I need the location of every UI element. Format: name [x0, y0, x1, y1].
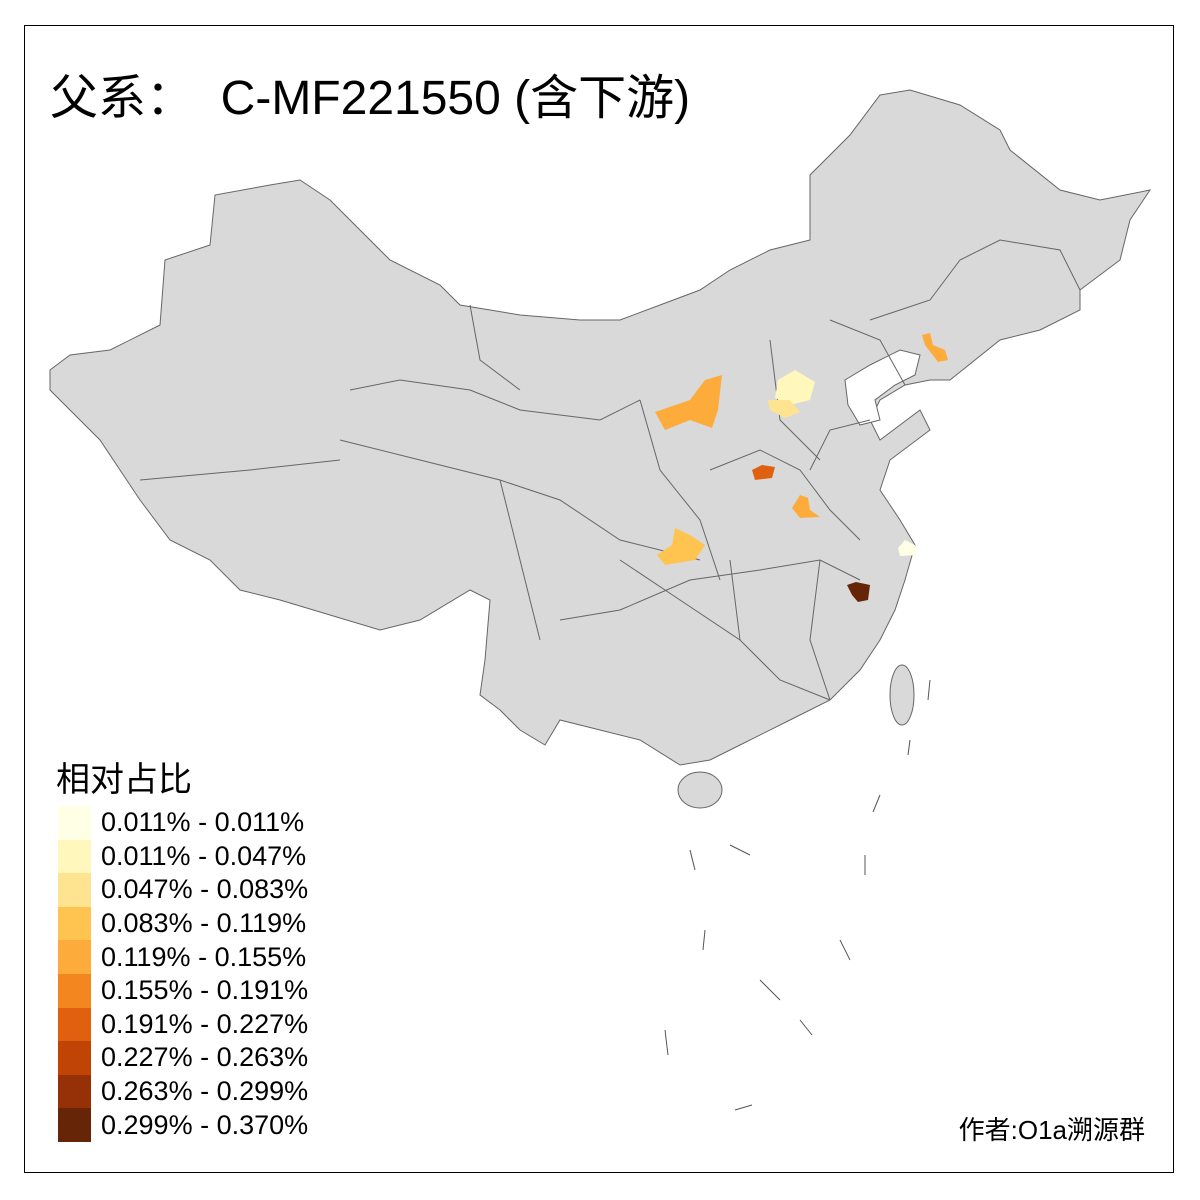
legend-item: 0.083% - 0.119%	[58, 906, 307, 941]
legend-swatch	[58, 806, 91, 840]
author-credit: 作者:O1a溯源群	[958, 1115, 1145, 1145]
legend-swatch	[58, 906, 91, 941]
china-landmass	[49, 89, 1152, 766]
region-liaoning	[922, 333, 948, 362]
south-china-sea-islands	[664, 679, 931, 1111]
legend-label: 0.083% - 0.119%	[101, 908, 307, 939]
region-shanghai	[898, 540, 917, 556]
legend-item: 0.299% - 0.370%	[58, 1108, 308, 1142]
region-henan-west	[752, 465, 775, 480]
legend-label: 0.011% - 0.011%	[101, 807, 305, 838]
region-northern-shanxi	[775, 370, 815, 405]
legend-item: 0.047% - 0.083%	[58, 873, 308, 907]
province-borders	[139, 239, 1081, 701]
legend-swatch	[58, 1108, 91, 1142]
region-henan-east	[792, 495, 820, 518]
taiwan-island	[889, 664, 915, 726]
bohai-sea	[844, 349, 921, 426]
legend-item: 0.011% - 0.011%	[58, 806, 304, 840]
highlighted-regions	[655, 333, 948, 602]
region-zhejiang-jiangxi	[847, 582, 870, 602]
legend-label: 0.155% - 0.191%	[101, 975, 309, 1006]
region-northern-shaanxi	[655, 375, 722, 430]
legend-swatch	[58, 940, 91, 974]
legend-title: 相对占比	[56, 760, 192, 800]
legend-swatch	[58, 974, 91, 1008]
legend-item: 0.119% - 0.155%	[58, 940, 306, 974]
map-frame	[24, 25, 1174, 1173]
legend-label: 0.299% - 0.370%	[101, 1109, 309, 1140]
legend-swatch	[58, 839, 91, 874]
legend-label: 0.047% - 0.083%	[101, 874, 309, 905]
legend-label: 0.263% - 0.299%	[101, 1076, 309, 1107]
legend-item: 0.155% - 0.191%	[58, 974, 308, 1008]
legend-swatch	[58, 1041, 91, 1075]
region-hanzhong	[657, 528, 705, 565]
legend-item: 0.191% - 0.227%	[58, 1007, 309, 1042]
legend-item: 0.263% - 0.299%	[58, 1074, 309, 1109]
legend-swatch	[58, 873, 91, 907]
hainan-island	[677, 771, 723, 809]
map-title: 父系： C-MF221550 (含下游)	[50, 72, 691, 125]
legend-item: 0.011% - 0.047%	[58, 839, 307, 874]
legend-swatch	[58, 1074, 91, 1109]
region-shanxi-central	[768, 400, 800, 418]
legend-label: 0.011% - 0.047%	[101, 840, 307, 871]
legend-item: 0.227% - 0.263%	[58, 1041, 308, 1075]
legend-label: 0.119% - 0.155%	[101, 941, 307, 972]
legend-label: 0.227% - 0.263%	[101, 1042, 309, 1073]
legend-label: 0.191% - 0.227%	[101, 1008, 309, 1039]
legend-swatch	[58, 1007, 91, 1042]
